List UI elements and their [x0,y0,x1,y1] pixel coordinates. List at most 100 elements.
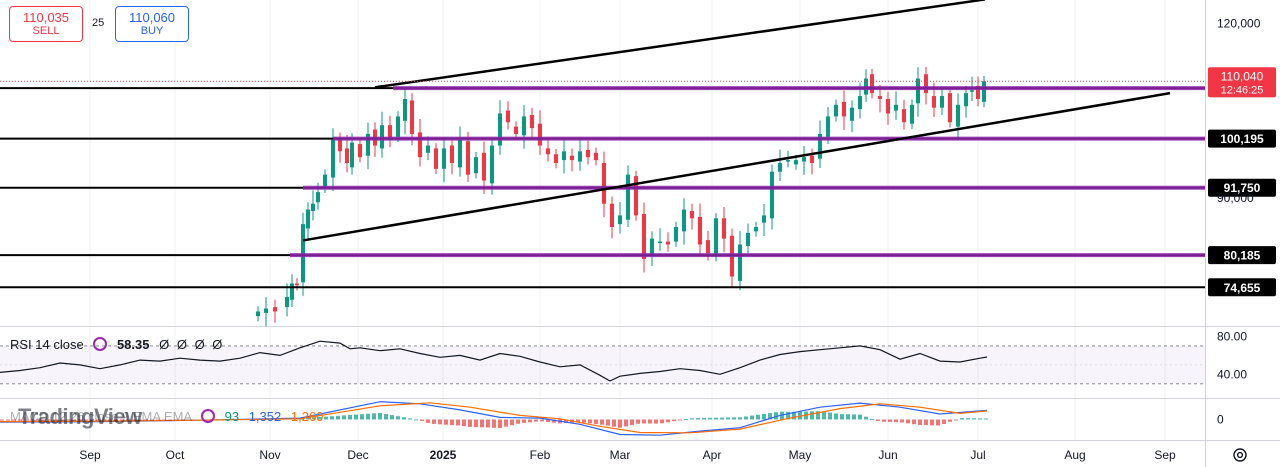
macd-hist-bar [390,415,394,420]
macd-hist-bar [132,419,136,421]
indicator-pill-icon[interactable] [93,337,108,351]
candle-body [818,133,822,159]
candle-body [746,232,750,246]
macd-hist-bar [636,419,640,424]
candle-body [530,114,534,129]
macd-hist-bar [486,419,490,428]
macd-hist-bar [816,411,820,420]
macd-hist-bar [324,416,328,420]
candle-body [426,145,430,153]
macd-hist-bar [552,419,556,423]
price-axis-tick: 90,000 [1217,191,1254,205]
time-axis-tick: Feb [530,448,551,462]
macd-hist-bar [522,419,526,423]
candle-body [754,227,758,232]
candle-body [403,98,407,121]
macd-hist-bar [516,419,520,424]
macd-signal-line [0,402,988,434]
price-level-label: 74,655 [1208,278,1276,297]
macd-hist-bar [786,411,790,420]
candle-body [450,145,454,163]
candle-body [634,176,638,216]
macd-hist-bar [906,419,910,424]
candle-body [458,139,462,168]
candle-body [366,133,370,156]
time-axis-tick: Oct [166,448,185,462]
time-axis-tick: Sep [79,448,101,462]
candle-body [434,148,438,169]
candle-body [870,74,874,94]
level-label-box [1208,178,1276,197]
macd-hist-bar [102,419,106,421]
macd-hist-bar [744,416,748,420]
level-label-text: 91,750 [1224,181,1261,195]
buy-button[interactable]: 110,060 BUY [115,6,189,42]
macd-hist-bar [606,419,610,426]
candle-body [338,139,342,152]
macd-hist-bar [138,419,142,421]
macd-hist-bar [534,419,538,422]
candle-body [858,96,862,110]
macd-hist-bar [402,417,406,420]
rsi-axis-tick: 40.00 [1217,367,1247,381]
macd-pane: 0 [0,401,1224,436]
macd-hist-bar [312,417,316,420]
candle-body [522,116,526,136]
macd-hist-bar [642,419,646,424]
indicator-pill-icon[interactable] [200,409,215,423]
rsi-legend-name: RSI 14 close [10,337,84,352]
macd-hist-bar [924,419,928,426]
candle-body [506,110,510,123]
price-level-label: 100,195 [1208,129,1276,148]
gear-icon[interactable] [1232,447,1248,463]
macd-hist-bar [762,413,766,420]
candle-body [850,107,854,121]
macd-hist-bar [900,419,904,423]
macd-hist-bar [768,413,772,420]
macd-hist-bar [156,419,160,421]
candle-body [948,93,952,123]
candle-body [666,241,670,245]
candle-body [786,160,790,162]
candle-body [474,157,478,174]
macd-hist-bar [456,419,460,426]
macd-hist-bar [444,419,448,425]
macd-hist-bar [420,419,424,421]
price-level-label: 80,185 [1208,246,1276,265]
candle-body [410,100,414,134]
sell-button[interactable]: 110,035 SELL [9,6,83,42]
macd-hist-bar [654,419,658,424]
candle-body [554,154,558,163]
macd-hist-bar [354,414,358,420]
candle-body [964,93,968,107]
macd-hist-bar [930,419,934,426]
candle-body [970,90,974,92]
macd-hist-bar [828,412,832,420]
candle-body [982,81,986,102]
sell-label: SELL [32,25,60,37]
spread-value: 25 [92,17,105,29]
candle-body [618,215,622,225]
macd-hist-bar [546,419,550,423]
candle-body [956,104,960,127]
macd-hist-bar [960,418,964,420]
macd-hist-bar [846,414,850,420]
rsi-legend[interactable]: RSI 14 close 58.35 Ø Ø Ø Ø [10,337,224,352]
macd-hist-bar [462,419,466,427]
macd-hist-bar [594,419,598,424]
macd-hist-bar [42,419,46,421]
candle-body [642,213,646,260]
macd-hist-bar [810,411,814,420]
candle-body [396,116,400,137]
macd-hist-bar [540,419,544,422]
macd-legend[interactable]: MACD 12 26 close 9 EMA EMA 93 1,352 1,26… [10,409,323,424]
level-label-box [1208,129,1276,148]
macd-hist-bar [366,413,370,420]
sell-price: 110,035 [22,10,70,25]
macd-hist-bar [612,419,616,427]
candle-body [350,142,354,168]
macd-hist-bar [936,419,940,426]
macd-hist-bar [384,414,388,420]
candle-body [311,203,315,212]
